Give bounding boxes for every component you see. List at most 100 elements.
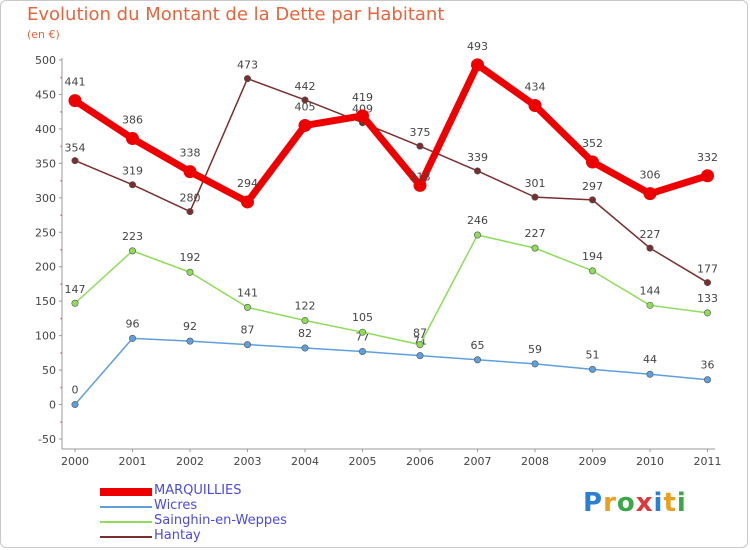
data-label: 280 xyxy=(180,192,201,205)
data-label: 297 xyxy=(582,180,603,193)
chart-title: Evolution du Montant de la Dette par Hab… xyxy=(27,4,445,25)
data-point xyxy=(646,301,654,309)
data-label: 77 xyxy=(356,330,370,343)
x-tick-label: 2002 xyxy=(176,455,204,468)
data-label: 223 xyxy=(122,230,143,243)
data-label: 473 xyxy=(237,59,258,72)
data-point xyxy=(588,365,596,373)
data-label: 87 xyxy=(413,327,427,340)
data-point xyxy=(358,328,366,336)
data-label: 227 xyxy=(640,228,661,241)
data-point xyxy=(416,352,424,360)
data-point xyxy=(301,96,309,104)
data-point xyxy=(643,187,657,201)
x-tick-label: 2007 xyxy=(464,455,492,468)
data-label: 354 xyxy=(65,142,86,155)
x-tick-label: 2004 xyxy=(291,455,319,468)
data-point xyxy=(356,109,369,123)
data-point xyxy=(588,267,596,275)
y-minor-tick xyxy=(60,317,62,320)
data-label: 306 xyxy=(640,169,661,182)
data-label: 246 xyxy=(467,214,488,227)
legend-label: Sainghin-en-Weppes xyxy=(154,513,287,528)
data-label: 301 xyxy=(525,177,546,190)
data-label: 375 xyxy=(410,126,431,139)
x-tick-label: 2006 xyxy=(406,455,434,468)
y-tick-label: 150 xyxy=(35,295,56,308)
legend-label: Wicres xyxy=(154,498,198,513)
data-label: 192 xyxy=(180,251,201,264)
data-label: 0 xyxy=(72,384,79,397)
data-label: 318 xyxy=(410,170,431,183)
x-tick-label: 2009 xyxy=(579,455,607,468)
data-label: 51 xyxy=(586,348,600,361)
data-label: 332 xyxy=(697,151,718,164)
y-tick-label: 500 xyxy=(35,54,56,67)
y-minor-tick xyxy=(60,180,62,182)
data-label: 105 xyxy=(352,311,373,324)
y-minor-tick xyxy=(60,421,62,423)
data-label: 82 xyxy=(298,327,312,340)
y-minor-tick xyxy=(60,214,62,217)
data-label: 338 xyxy=(180,147,201,160)
y-tick-label: 200 xyxy=(35,261,56,274)
data-point xyxy=(298,118,312,132)
data-point xyxy=(703,376,711,384)
y-minor-tick xyxy=(60,352,62,354)
data-point xyxy=(703,309,711,317)
data-point xyxy=(186,337,194,345)
data-point xyxy=(129,334,137,342)
y-tick-label: -50 xyxy=(38,433,56,446)
data-point xyxy=(473,231,481,239)
data-label: 87 xyxy=(241,324,255,337)
data-point xyxy=(129,181,137,189)
x-tick-label: 2005 xyxy=(349,455,377,468)
y-tick-label: 350 xyxy=(35,157,56,170)
data-point xyxy=(186,268,194,276)
data-label: 339 xyxy=(467,151,488,164)
data-label: 92 xyxy=(183,320,197,333)
y-tick-label: 50 xyxy=(42,364,56,377)
data-point xyxy=(241,195,254,209)
y-minor-tick xyxy=(60,386,62,389)
data-label: 194 xyxy=(582,250,603,263)
data-label: 59 xyxy=(528,343,542,356)
y-tick-label: 0 xyxy=(49,399,56,412)
data-point xyxy=(586,155,599,169)
legend-swatch xyxy=(100,536,152,538)
data-point xyxy=(646,244,654,252)
data-label: 122 xyxy=(295,299,316,312)
data-label: 141 xyxy=(237,286,258,299)
data-label: 65 xyxy=(471,339,485,352)
x-tick-label: 2000 xyxy=(61,455,89,468)
data-point xyxy=(244,341,252,349)
data-point xyxy=(531,244,539,252)
data-point xyxy=(528,98,542,112)
data-point xyxy=(646,370,654,378)
y-tick-label: 400 xyxy=(35,123,56,136)
data-point xyxy=(183,165,197,179)
data-point xyxy=(416,341,424,349)
data-point xyxy=(68,94,82,108)
data-label: 133 xyxy=(697,292,718,305)
legend-swatch xyxy=(100,506,152,508)
data-point xyxy=(301,344,309,352)
x-tick-label: 2001 xyxy=(119,455,147,468)
data-point xyxy=(413,178,427,192)
data-point xyxy=(244,303,252,311)
data-label: 227 xyxy=(525,227,546,240)
y-tick-label: 100 xyxy=(35,330,56,343)
data-label: 36 xyxy=(701,359,715,372)
data-point xyxy=(473,356,481,364)
data-label: 419 xyxy=(352,91,373,104)
y-tick-label: 450 xyxy=(35,88,56,101)
data-point xyxy=(71,299,79,307)
data-point xyxy=(126,132,139,146)
data-point xyxy=(703,279,711,287)
data-label: 319 xyxy=(122,165,143,178)
y-minor-tick xyxy=(60,249,62,251)
y-minor-tick xyxy=(60,76,62,79)
data-label: 434 xyxy=(525,80,546,93)
data-point xyxy=(244,75,252,83)
